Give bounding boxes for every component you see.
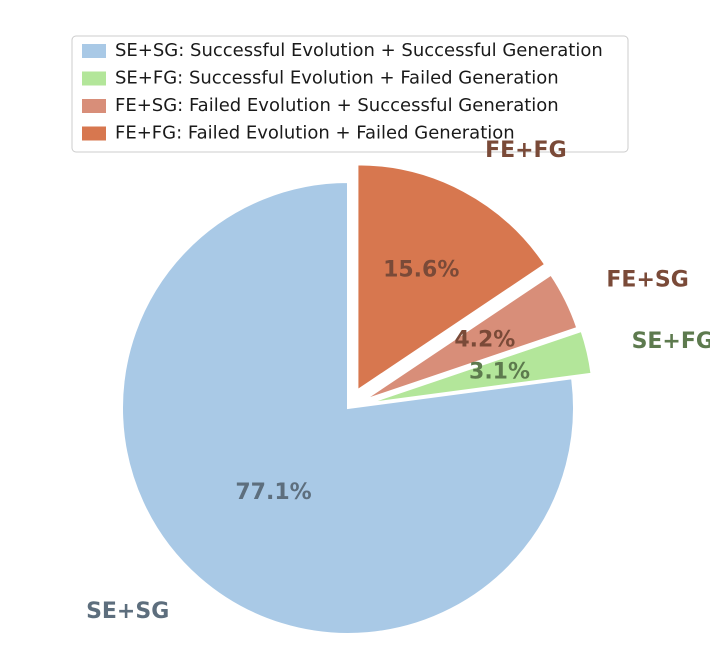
percent-label-se-fg: 3.1%: [469, 360, 530, 385]
legend-swatch-fe-sg: [82, 99, 106, 113]
pie-slice-se-sg: [121, 180, 575, 635]
legend-frame: [71, 35, 629, 153]
pie-slice-fe-fg: [356, 163, 547, 393]
legend-label-fe-fg: FE+FG: Failed Evolution + Failed Generat…: [115, 123, 515, 144]
pie-slice-fe-sg: [362, 273, 579, 402]
legend-label-fe-sg: FE+SG: Failed Evolution + Successful Gen…: [115, 95, 559, 116]
legend-label-se-fg: SE+FG: Successful Evolution + Failed Gen…: [115, 68, 559, 89]
legend-swatch-se-fg: [82, 71, 106, 86]
category-label-se-fg: SE+FG: [632, 329, 710, 354]
category-label-fe-sg: FE+SG: [606, 267, 688, 292]
category-label-se-sg: SE+SG: [86, 599, 169, 624]
legend-label-se-sg: SE+SG: Successful Evolution + Successful…: [115, 40, 603, 61]
percent-label-fe-fg: 15.6%: [383, 258, 459, 283]
legend: SE+SG: Successful Evolution + Successful…: [71, 35, 629, 153]
pie-slices: [121, 163, 593, 635]
legend-swatch-se-sg: [82, 44, 106, 58]
legend-swatch-fe-fg: [82, 126, 106, 141]
category-label-fe-fg: FE+FG: [485, 138, 567, 163]
percent-label-se-sg: 77.1%: [235, 480, 311, 505]
percent-label-fe-sg: 4.2%: [454, 327, 515, 352]
pie-slice-se-fg: [367, 329, 593, 405]
percent-labels: 77.1% 3.1% 4.2% 15.6%: [235, 258, 530, 505]
category-labels: SE+SG SE+FG FE+SG FE+FG: [86, 138, 710, 624]
